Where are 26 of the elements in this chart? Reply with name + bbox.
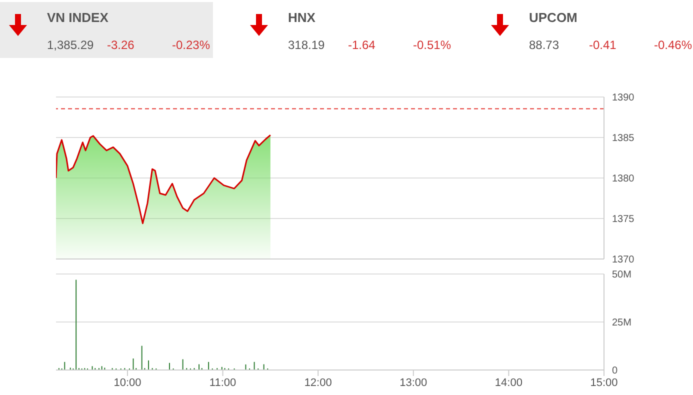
text: -0.23% (172, 38, 210, 52)
text: 1,385.29 (47, 38, 94, 52)
y-tick-label: 25M (612, 318, 632, 329)
x-tick-label: 12:00 (304, 376, 332, 389)
text: -0.41 (589, 38, 616, 52)
y-tick-label: 1370 (612, 254, 635, 266)
text: 318.19 (288, 38, 325, 52)
text: UPCOM (529, 10, 578, 25)
x-tick-label: 10:00 (114, 376, 142, 389)
x-tick-label: 13:00 (400, 376, 428, 389)
x-tick-label: 15:00 (590, 376, 618, 389)
y-tick-label: 1385 (612, 133, 635, 144)
y-tick-label: 1390 (612, 92, 635, 104)
y-tick-label: 50M (612, 270, 632, 281)
text: -0.51% (413, 38, 452, 52)
y-tick-label: 1375 (612, 214, 635, 226)
text: HNX (288, 10, 316, 25)
y-tick-label: 1380 (612, 174, 635, 185)
text: -0.46% (654, 38, 692, 52)
y-tick-label: 0 (612, 366, 618, 377)
text: -1.64 (348, 38, 376, 52)
text: VN INDEX (47, 10, 108, 25)
x-tick-label: 11:00 (209, 376, 236, 389)
x-tick-label: 14:00 (494, 376, 522, 389)
text: -3.26 (107, 38, 134, 52)
text: 88.73 (529, 38, 560, 52)
